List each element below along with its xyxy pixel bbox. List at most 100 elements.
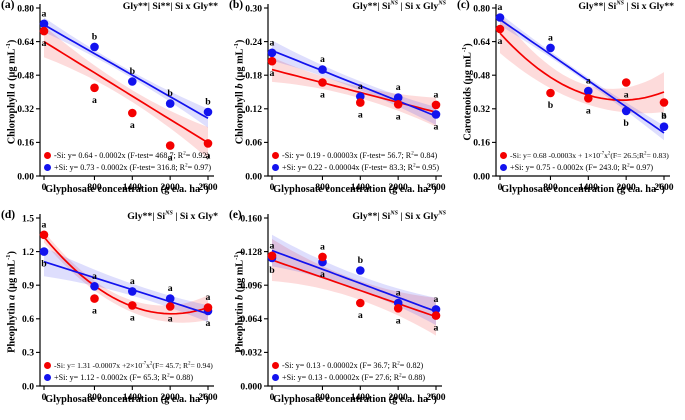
legend-item--Si: -Si: y= 1.31 -0.0007x +2×10-7x2(F= 45.7;… — [44, 360, 213, 372]
significance-letter: a — [206, 292, 211, 303]
confidence-band--Si — [500, 13, 664, 114]
panel-d: 0.0 0.3 0.6 0.9 1.2 1.5 0 800 1400 2000 2600 a a a a a b… — [0, 209, 228, 420]
legend-marker--Si — [44, 362, 51, 370]
data-point-+Si-1400 — [356, 266, 365, 275]
data-point--Si-800 — [318, 78, 327, 87]
panel-e: 0.000 0.032 0.064 0.096 0.128 0.160 0 800 1400 20… — [228, 209, 456, 420]
x-tick-label: 1400 — [351, 182, 370, 193]
x-tick-label: 0 — [42, 392, 47, 403]
significance-letter: a — [662, 110, 667, 121]
significance-letter: a — [270, 37, 275, 48]
x-tick-label: 800 — [315, 182, 330, 193]
legend-text: +Si: y= 0.75 - 0.0002x (F= 243.0; R2= 0.… — [510, 162, 654, 172]
x-axis-title: Glyphosate concentration (g e.a. ha-1) — [273, 182, 437, 195]
significance-letter: a — [586, 76, 591, 87]
y-axis-title: Carotenoids (μg mL-1) — [461, 43, 474, 141]
y-tick-label: 0.48 — [473, 71, 490, 82]
legend-marker--Si — [272, 152, 279, 160]
significance-letter: a — [396, 288, 401, 299]
x-tick-label: 2000 — [389, 392, 408, 403]
significance-letter: b — [548, 100, 554, 111]
data-point--Si-800 — [546, 88, 555, 98]
data-point--Si-2600 — [203, 303, 213, 312]
legend-item-+Si: +Si: y= 0.75 - 0.0002x (F= 243.0; R2= 0.… — [500, 162, 669, 174]
data-point-+Si-2600 — [659, 122, 669, 131]
x-tick-label: 2600 — [198, 182, 217, 193]
significance-letter: a — [92, 306, 97, 317]
data-point--Si-1400 — [128, 108, 137, 118]
x-tick-label: 2600 — [198, 392, 217, 403]
data-point--Si-2000 — [393, 100, 403, 109]
data-point-+Si-800 — [546, 43, 555, 53]
data-point-+Si-1400 — [356, 92, 365, 101]
y-tick-label: 1.5 — [22, 213, 34, 224]
significance-letter: a — [130, 120, 135, 131]
y-tick-label: 0.032 — [240, 348, 262, 359]
x-tick-label: 2000 — [161, 392, 180, 403]
y-tick-label: 0.160 — [240, 213, 262, 224]
significance-letter: a — [168, 314, 173, 325]
significance-letter: b — [205, 97, 211, 108]
y-tick-label: 0.80 — [473, 3, 490, 14]
x-tick-label: 1400 — [579, 182, 598, 193]
trend-line-+Si — [271, 49, 437, 117]
significance-letter: a — [396, 82, 401, 93]
panel-title: Gly**| SiNS | Si x GlyNS — [352, 210, 446, 222]
significance-letter: a — [434, 121, 439, 132]
x-tick-label: 1400 — [123, 392, 142, 403]
significance-letter: b — [358, 255, 364, 266]
legend: -Si: y= 1.31 -0.0007x +2×10-7x2(F= 45.7;… — [44, 360, 213, 383]
confidence-band-+Si — [44, 17, 208, 128]
significance-letter: a — [320, 241, 325, 252]
legend-marker-+Si — [272, 373, 279, 381]
significance-letter: a — [498, 36, 503, 47]
data-point-+Si-2000 — [393, 93, 403, 102]
x-tick-label: 0 — [270, 182, 275, 193]
legend-text: +Si: y= 0.73 - 0.0002x (F-test= 316.8; R… — [54, 162, 212, 172]
data-point--Si-2600 — [659, 98, 669, 107]
y-tick-label: 0.0 — [22, 381, 34, 392]
y-tick-label: 1.2 — [22, 247, 34, 258]
x-tick-label: 800 — [87, 182, 102, 193]
legend-item-+Si: +Si: y= 0.73 - 0.0002x (F-test= 316.8; R… — [44, 162, 211, 174]
trend-line--Si — [43, 236, 209, 315]
legend: -Si: y= 0.19 - 0.00003x (F-test= 56.7; R… — [272, 150, 439, 173]
data-point--Si-0 — [267, 56, 277, 66]
trend-line--Si — [271, 259, 437, 318]
significance-letter: a — [92, 271, 97, 282]
plot-area-b: 0.00 0.06 0.12 0.18 0.24 0.30 0 800 1400 2000 2600… — [245, 3, 446, 193]
significance-letter: a — [206, 318, 211, 329]
significance-letter: a — [320, 54, 325, 65]
panel-letter: (b) — [229, 0, 244, 11]
legend-text: +Si: y= 0.22 - 0.00004x (F-test= 83.3; R… — [282, 162, 440, 172]
significance-letter: a — [548, 32, 553, 43]
data-point-+Si-2000 — [621, 106, 631, 116]
y-tick-label: 0.64 — [473, 37, 490, 48]
legend-item-+Si: +Si: y= 1.12 - 0.0002x (F= 65.3; R2= 0.8… — [44, 372, 213, 384]
data-point--Si-2600 — [431, 311, 441, 320]
panel-title: Gly**| Si**| Si x Gly** — [122, 1, 218, 12]
y-tick-label: 0.12 — [245, 104, 262, 115]
legend-item--Si: -Si: y= 0.68 -0.0003x + 1×10-7x2(F= 26.5… — [500, 150, 669, 162]
panel-a: 0.00 0.16 0.32 0.48 0.64 0.80 0 800 1400 2000 2600… — [0, 0, 228, 210]
x-tick-label: 0 — [498, 182, 503, 193]
significance-letter: a — [92, 95, 97, 106]
legend-marker-+Si — [44, 373, 51, 381]
data-point--Si-0 — [267, 251, 277, 261]
data-point--Si-2000 — [165, 141, 175, 150]
y-tick-label: 0.32 — [17, 104, 34, 115]
significance-letter: b — [92, 31, 98, 42]
data-point-+Si-2600 — [431, 305, 441, 314]
y-tick-label: 0.30 — [245, 3, 262, 14]
significance-letter: a — [358, 81, 363, 92]
panel-letter: (d) — [1, 209, 16, 221]
x-tick-label: 2000 — [161, 182, 180, 193]
data-point--Si-2600 — [203, 139, 213, 148]
data-point-+Si-2000 — [165, 294, 175, 303]
legend-marker-+Si — [500, 163, 507, 171]
x-tick-label: 800 — [543, 182, 558, 193]
significance-letter: a — [358, 310, 363, 321]
panel-title: Gly**| SiNS | Si x Gly* — [127, 210, 218, 222]
trend-line--Si — [43, 40, 209, 144]
x-tick-label: 1400 — [123, 182, 142, 193]
